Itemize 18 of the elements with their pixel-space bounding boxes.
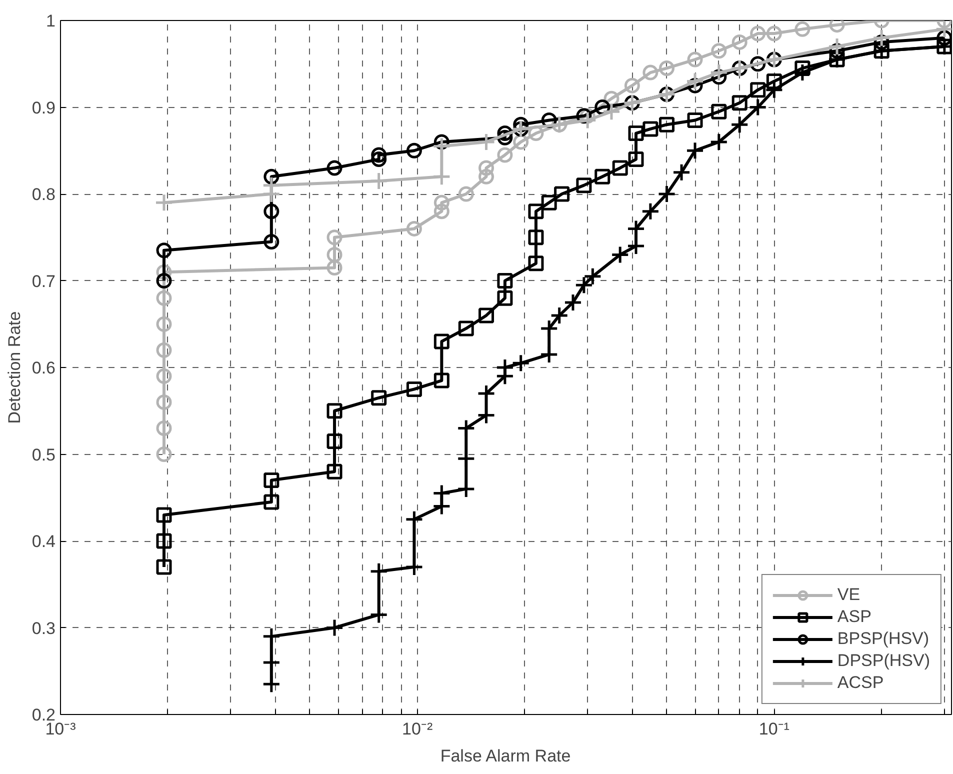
y-tick-label: 0.7 (32, 272, 56, 291)
y-tick-label: 1 (46, 12, 56, 30)
y-tick-label: 0.8 (32, 185, 56, 204)
x-tick-label: 10⁻¹ (758, 720, 790, 738)
y-tick-label: 0.6 (32, 358, 56, 378)
y-axis-title: Detection Rate (4, 311, 24, 424)
x-axis-title: False Alarm Rate (440, 746, 571, 766)
legend-label: VE (837, 585, 860, 605)
y-tick-label: 0.9 (32, 98, 56, 118)
x-tick-label: 10⁻³ (45, 720, 76, 738)
legend-label: ASP (837, 607, 872, 627)
x-tick-label: 10⁻² (402, 720, 433, 738)
legend-label: DPSP(HSV) (837, 651, 930, 671)
legend-label: BPSP(HSV) (837, 629, 930, 649)
y-tick-label: 0.5 (32, 445, 56, 464)
legend-label: ACSP (837, 673, 884, 693)
y-tick-label: 0.4 (32, 532, 56, 551)
y-tick-label: 0.3 (32, 618, 56, 638)
